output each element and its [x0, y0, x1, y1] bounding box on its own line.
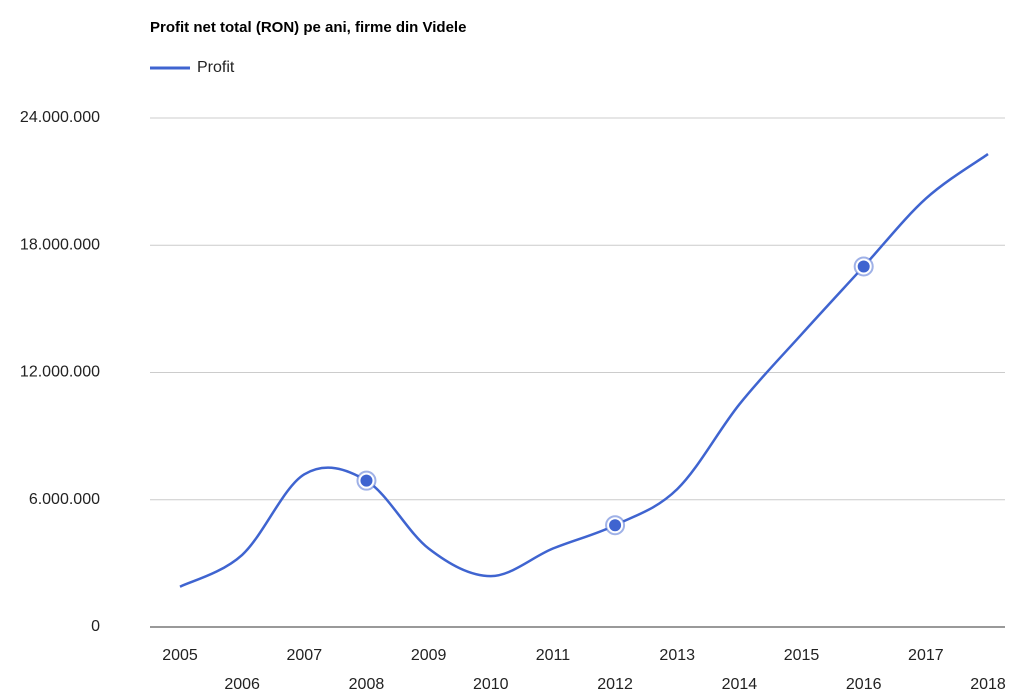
line-series — [179, 153, 989, 588]
x-tick-label: 2008 — [349, 676, 385, 693]
x-tick-label: 2009 — [411, 647, 447, 664]
x-tick-label: 2013 — [659, 647, 695, 664]
x-tick-label: 2015 — [784, 647, 820, 664]
point — [857, 260, 870, 273]
x-tick-label: 2006 — [224, 676, 260, 693]
x-tick-label: 2014 — [722, 676, 758, 693]
y-tick-label: 24.000.000 — [20, 109, 100, 126]
point — [360, 474, 373, 487]
x-tick-label: 2007 — [287, 647, 323, 664]
legend-label: Profit — [197, 59, 235, 76]
y-tick-label: 0 — [91, 618, 100, 635]
y-tick-label: 6.000.000 — [29, 491, 100, 508]
y-tick-label: 18.000.000 — [20, 236, 100, 253]
x-tick-label: 2010 — [473, 676, 509, 693]
x-tick-label: 2011 — [536, 647, 571, 664]
x-tick-label: 2016 — [846, 676, 882, 693]
x-tick-label: 2018 — [970, 676, 1006, 693]
chart-title: Profit net total (RON) pe ani, firme din… — [150, 19, 466, 36]
x-tick-label: 2017 — [908, 647, 944, 664]
x-tick-label: 2005 — [162, 647, 198, 664]
point — [609, 519, 622, 532]
x-tick-label: 2012 — [597, 676, 633, 693]
y-tick-label: 12.000.000 — [20, 364, 100, 381]
